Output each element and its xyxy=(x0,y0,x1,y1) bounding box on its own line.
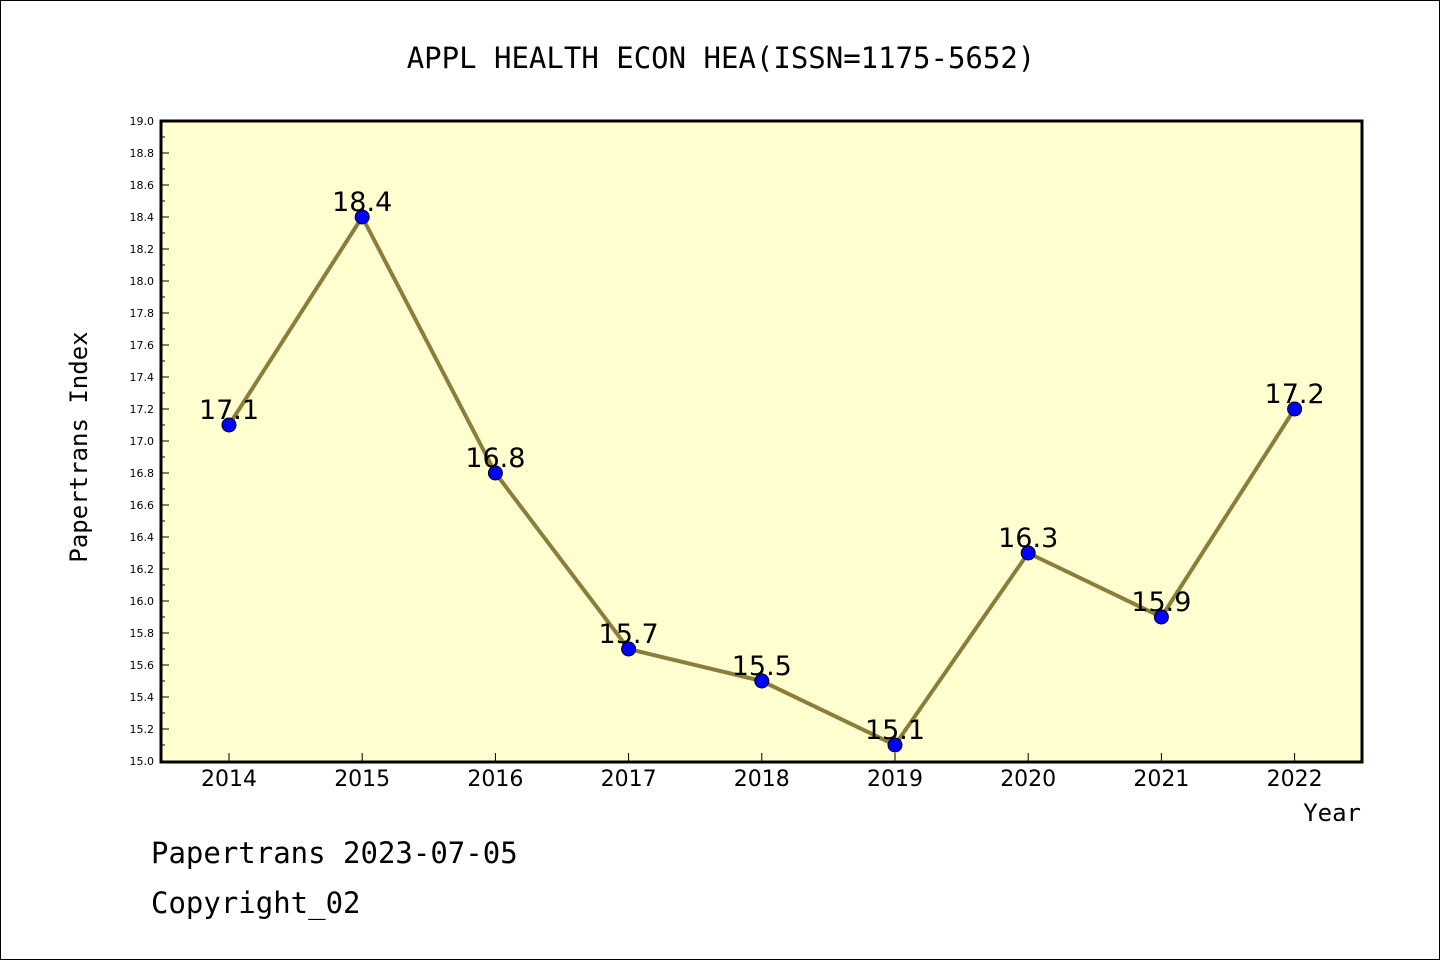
data-point-2022 xyxy=(1287,401,1303,417)
x-axis: 2014 2015 2016 2017 2018 2019 2020 2021 2022 xyxy=(201,753,1323,792)
data-label-2015: 18.4 xyxy=(332,187,392,218)
y-tick-label: 16.8 xyxy=(130,467,155,480)
data-point-2019 xyxy=(887,737,903,753)
y-tick-label: 17.6 xyxy=(130,339,155,352)
x-tick-label: 2016 xyxy=(467,767,523,792)
data-point-2020 xyxy=(1020,545,1036,561)
y-tick-label: 18.2 xyxy=(130,243,155,256)
y-tick-label: 17.0 xyxy=(130,435,155,448)
data-label-2017: 15.7 xyxy=(599,619,659,650)
footer-copyright: Copyright_02 xyxy=(151,886,361,920)
x-tick-label: 2014 xyxy=(201,767,257,792)
x-tick-label: 2015 xyxy=(334,767,390,792)
y-tick-label: 15.8 xyxy=(130,627,155,640)
x-tick-label: 2021 xyxy=(1133,767,1189,792)
y-tick-label: 18.0 xyxy=(130,275,155,288)
y-tick-label: 18.4 xyxy=(130,211,155,224)
data-point-2015 xyxy=(354,209,370,225)
data-label-2021: 15.9 xyxy=(1131,587,1191,618)
series-markers xyxy=(221,209,1303,753)
data-point-2016 xyxy=(487,465,503,481)
x-tick-label: 2020 xyxy=(1000,767,1056,792)
data-point-2017 xyxy=(621,641,637,657)
data-labels: 17.1 18.4 16.8 15.7 15.5 15.1 16.3 15.9 17.2 xyxy=(199,187,1325,746)
x-axis-label: Year xyxy=(1303,799,1361,827)
y-tick-label: 16.2 xyxy=(130,563,155,576)
y-tick-label: 15.2 xyxy=(130,723,155,736)
data-point-2014 xyxy=(221,417,237,433)
x-tick-label: 2019 xyxy=(867,767,923,792)
data-point-2021 xyxy=(1153,609,1169,625)
data-label-2020: 16.3 xyxy=(998,523,1058,554)
x-tick-label: 2022 xyxy=(1267,767,1323,792)
footer-date: Papertrans 2023-07-05 xyxy=(151,836,518,870)
plot-area xyxy=(159,119,1364,764)
data-label-2014: 17.1 xyxy=(199,395,259,426)
x-tick-label: 2017 xyxy=(601,767,657,792)
data-point-2018 xyxy=(754,673,770,689)
y-tick-label: 15.6 xyxy=(130,659,155,672)
y-tick-label: 16.0 xyxy=(130,595,155,608)
y-tick-label: 17.4 xyxy=(130,371,155,384)
chart-title: APPL HEALTH ECON HEA(ISSN=1175-5652) xyxy=(407,41,1036,75)
x-tick-label: 2018 xyxy=(734,767,790,792)
y-axis: 15.0 15.2 15.4 15.6 15.8 16.0 16.2 16.4 16.6 16.8… xyxy=(130,115,169,768)
y-tick-label: 16.4 xyxy=(130,531,155,544)
y-tick-label: 15.4 xyxy=(130,691,155,704)
y-tick-label: 17.2 xyxy=(130,403,155,416)
y-tick-label: 18.8 xyxy=(130,147,155,160)
y-tick-label: 18.6 xyxy=(130,179,155,192)
data-label-2022: 17.2 xyxy=(1265,379,1325,410)
y-tick-label: 17.8 xyxy=(130,307,155,320)
y-tick-label: 15.0 xyxy=(130,755,155,768)
y-axis-label: Papertrans Index xyxy=(65,331,93,562)
data-label-2019: 15.1 xyxy=(865,715,925,746)
data-label-2018: 15.5 xyxy=(732,651,792,682)
data-label-2016: 16.8 xyxy=(465,443,525,474)
y-tick-label: 19.0 xyxy=(130,115,155,128)
y-tick-label: 16.6 xyxy=(130,499,155,512)
